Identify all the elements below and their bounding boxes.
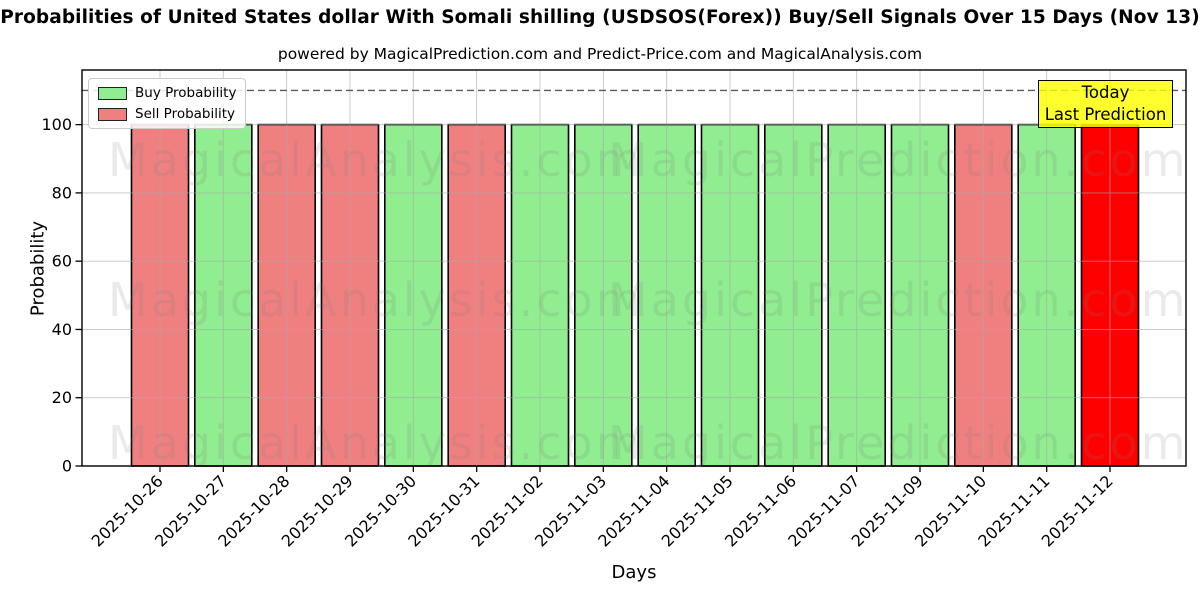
legend: Buy Probability Sell Probability	[88, 78, 246, 129]
x-axis-label: Days	[611, 562, 657, 583]
y-tick-label: 20	[52, 388, 72, 407]
y-tick-label: 100	[41, 115, 72, 134]
y-tick-label: 60	[52, 252, 72, 271]
y-tick-labels: 0 20 40 60 80 100	[41, 115, 72, 475]
legend-item-buy: Buy Probability	[98, 85, 236, 101]
y-tick-label: 40	[52, 320, 72, 339]
watermark-text: MagicalPrediction.com	[608, 133, 1189, 187]
plot-frame	[81, 69, 1187, 467]
today-annotation-line2: Last Prediction	[1044, 105, 1167, 124]
watermark-text: MagicalAnalysis.com	[108, 416, 644, 470]
y-tick-label: 80	[52, 183, 72, 202]
watermark-text: MagicalPrediction.com	[608, 416, 1189, 470]
today-annotation: Today Last Prediction	[1038, 80, 1173, 128]
sell-swatch-icon	[98, 107, 127, 121]
legend-sell-label: Sell Probability	[135, 106, 236, 122]
watermarks-group: MagicalAnalysis.comMagicalPrediction.com…	[108, 133, 1189, 470]
y-tick-label: 0	[62, 457, 72, 476]
chart-title: Probabilities of United States dollar Wi…	[0, 7, 1200, 28]
watermark-text: MagicalAnalysis.com	[108, 273, 644, 327]
today-annotation-line1: Today	[1081, 83, 1130, 102]
ticks-group	[75, 123, 1111, 472]
legend-item-sell: Sell Probability	[98, 106, 236, 122]
watermark-text: MagicalAnalysis.com	[108, 133, 644, 187]
y-axis-label: Probability	[27, 220, 49, 317]
legend-buy-label: Buy Probability	[135, 85, 237, 101]
buy-swatch-icon	[98, 86, 127, 100]
x-tick-labels: 2025-10-262025-10-272025-10-282025-10-29…	[88, 471, 1117, 550]
gridlines-group	[82, 70, 1186, 466]
chart-subtitle: powered by MagicalPrediction.com and Pre…	[277, 45, 923, 63]
watermark-text: MagicalPrediction.com	[608, 273, 1189, 327]
